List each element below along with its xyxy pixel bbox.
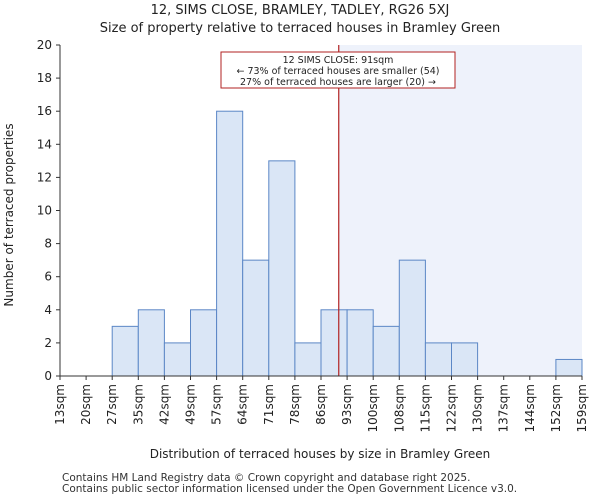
x-tick-label: 100sqm <box>366 384 380 432</box>
chart-subtitle: Size of property relative to terraced ho… <box>99 21 501 36</box>
bar-108sqm <box>398 259 426 377</box>
bar-115sqm <box>424 342 452 377</box>
x-tick-label: 57sqm <box>210 384 224 425</box>
y-axis-label: Number of terraced properties <box>2 123 16 306</box>
x-tick-label: 152sqm <box>549 384 563 432</box>
footer-line-1: Contains HM Land Registry data © Crown c… <box>62 472 471 484</box>
annotation-rect <box>220 51 456 89</box>
x-axis-label: Distribution of terraced houses by size … <box>150 447 491 461</box>
bars-layer <box>111 110 583 377</box>
chart-title-block: 12, SIMS CLOSE, BRAMLEY, TADLEY, RG26 5X… <box>0 2 600 38</box>
bar-86sqm <box>320 309 348 377</box>
bar-42sqm <box>163 342 191 377</box>
y-tick-label: 12 <box>37 170 52 184</box>
bar-100sqm <box>372 325 400 377</box>
highlight-region <box>338 45 582 376</box>
footer-line-2: Contains public sector information licen… <box>62 483 518 495</box>
y-tick-label: 2 <box>44 336 52 350</box>
chart-title: 12, SIMS CLOSE, BRAMLEY, TADLEY, RG26 5X… <box>150 3 450 18</box>
bar-71sqm <box>268 160 296 377</box>
y-tick-label: 14 <box>37 137 52 151</box>
x-tick-label: 93sqm <box>340 384 354 425</box>
x-tick-label: 78sqm <box>288 384 302 425</box>
x-tick-label: 64sqm <box>236 384 250 425</box>
y-tick-label: 4 <box>44 303 52 317</box>
x-tick-label: 86sqm <box>314 384 328 425</box>
x-tick-labels: 13sqm 20sqm 27sqm 35sqm 42sqm 49sqm 57sqm 64sqm… <box>53 376 589 432</box>
x-tick-label: 27sqm <box>105 384 119 425</box>
bar-57sqm <box>216 110 244 377</box>
x-tick-label: 122sqm <box>445 384 459 432</box>
annotation-box: 12 SIMS CLOSE: 91sqm ← 73% of terraced h… <box>220 51 456 89</box>
y-tick-label: 18 <box>37 71 52 85</box>
x-tick-label: 35sqm <box>131 384 145 425</box>
y-tick-label: 20 <box>37 38 52 52</box>
x-tick-label: 42sqm <box>157 384 171 425</box>
x-tick-label: 159sqm <box>575 384 589 432</box>
bar-152sqm <box>555 358 583 377</box>
x-tick-label: 144sqm <box>523 384 537 432</box>
y-tick-label: 0 <box>44 369 52 383</box>
x-tick-label: 20sqm <box>79 384 93 425</box>
bar-35sqm <box>137 309 165 377</box>
histogram-chart: 12 SIMS CLOSE: 91sqm ← 73% of terraced h… <box>2 38 589 461</box>
x-tick-label: 115sqm <box>418 384 432 432</box>
bar-122sqm <box>451 342 479 377</box>
annotation-line-3: 27% of terraced houses are larger (20) → <box>240 77 436 88</box>
y-tick-label: 10 <box>37 204 52 218</box>
x-tick-label: 108sqm <box>392 384 406 432</box>
y-tick-label: 6 <box>44 270 52 284</box>
bar-93sqm <box>346 309 374 377</box>
y-tick-label: 8 <box>44 237 52 251</box>
x-tick-label: 49sqm <box>184 384 198 425</box>
y-tick-labels: 0 2 4 6 8 10 12 14 16 18 20 <box>37 38 60 383</box>
x-tick-label: 71sqm <box>262 384 276 425</box>
bar-49sqm <box>190 309 218 377</box>
annotation-line-2: ← 73% of terraced houses are smaller (54… <box>236 66 439 77</box>
bar-64sqm <box>242 259 270 377</box>
bar-27sqm <box>111 325 139 377</box>
bar-78sqm <box>294 342 322 377</box>
x-tick-label: 130sqm <box>471 384 485 432</box>
y-tick-label: 16 <box>37 104 52 118</box>
footer: Contains HM Land Registry data © Crown c… <box>62 473 517 495</box>
x-tick-label: 137sqm <box>497 384 511 432</box>
annotation-line-1: 12 SIMS CLOSE: 91sqm <box>283 55 394 66</box>
x-tick-label: 13sqm <box>53 384 67 425</box>
